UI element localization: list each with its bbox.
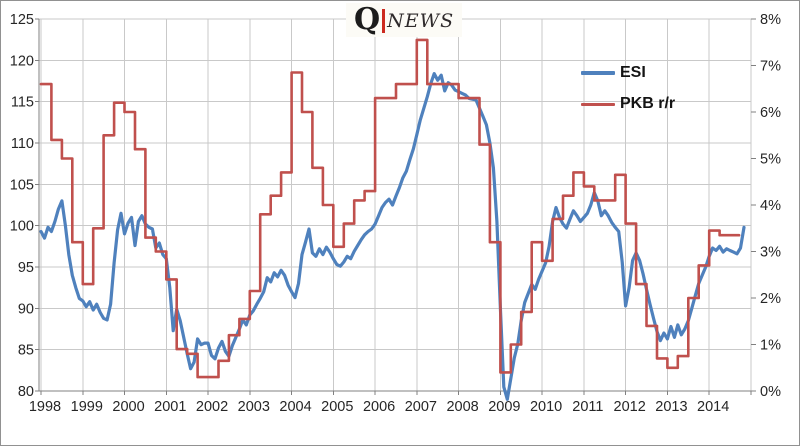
logo-news-text: NEWS <box>387 10 455 32</box>
logo: Q NEWS <box>346 1 463 37</box>
y-axis-left-tick-label: 85 <box>18 343 34 359</box>
y-axis-left-tick-label: 105 <box>10 177 34 193</box>
esi-legend-label: ESI <box>620 64 646 81</box>
y-axis-left-tick-label: 115 <box>11 95 34 111</box>
x-axis-year-label: 2007 <box>405 399 437 415</box>
y-axis-left-tick-label: 100 <box>10 219 34 235</box>
x-axis-year-label: 2010 <box>530 399 562 415</box>
y-axis-left-tick-label: 110 <box>11 136 34 152</box>
pkb-legend-line-icon <box>581 102 615 106</box>
pkb-legend-label: PKB r/r <box>620 95 676 112</box>
x-axis-year-label: 2003 <box>238 399 270 415</box>
logo-q-letter: Q <box>354 1 381 37</box>
y-axis-right-tick-label: 6% <box>760 105 781 121</box>
x-axis-year-label: 2001 <box>154 399 186 415</box>
axes <box>35 18 756 395</box>
y-axis-right-tick-label: 8% <box>760 12 781 28</box>
y-axis-left-tick-label: 95 <box>18 260 34 276</box>
y-axis-right-tick-label: 4% <box>760 198 781 214</box>
y-axis-left-tick-label: 80 <box>18 384 34 400</box>
x-axis-year-label: 1999 <box>71 399 103 415</box>
x-axis-year-label: 2012 <box>614 399 646 415</box>
x-axis-year-label: 2009 <box>488 399 520 415</box>
esi-legend-line-icon <box>581 71 615 75</box>
y-axis-left-tick-label: 125 <box>10 12 34 28</box>
x-axis-year-label: 1998 <box>29 399 61 415</box>
y-axis-left-tick-label: 90 <box>18 301 34 317</box>
legend: ESI PKB r/r <box>581 64 675 113</box>
series <box>39 38 746 401</box>
y-axis-right-tick-label: 1% <box>760 338 781 354</box>
y-axis-right-tick-label: 7% <box>760 59 781 75</box>
y-axis-left-tick-label: 120 <box>10 53 34 69</box>
y-axis-right-tick-label: 0% <box>760 384 781 400</box>
x-axis-year-label: 2004 <box>279 399 311 415</box>
y-axis-right-tick-label: 5% <box>760 152 781 168</box>
x-axis-year-label: 2013 <box>655 399 687 415</box>
x-axis-year-label: 2008 <box>446 399 478 415</box>
x-axis-year-label: 2005 <box>321 399 353 415</box>
x-axis-year-label: 2014 <box>697 399 729 415</box>
x-axis-year-label: 2000 <box>112 399 144 415</box>
x-axis-year-label: 2006 <box>363 399 395 415</box>
legend-item-pkb: PKB r/r <box>581 95 675 113</box>
legend-item-esi: ESI <box>581 64 675 82</box>
y-axis-right-tick-label: 3% <box>760 245 781 261</box>
x-axis-year-label: 2011 <box>572 399 603 415</box>
axis-tick-labels: 125 120 115 110 105 100 95 90 85 80 8% 7% 6% 5% 4% 3% 2%… <box>10 12 781 415</box>
x-axis-year-label: 2002 <box>196 399 228 415</box>
pkb-line <box>39 38 741 379</box>
y-axis-right-tick-label: 2% <box>760 291 781 307</box>
esi-line <box>39 72 746 401</box>
logo-red-bar-icon <box>382 8 386 33</box>
